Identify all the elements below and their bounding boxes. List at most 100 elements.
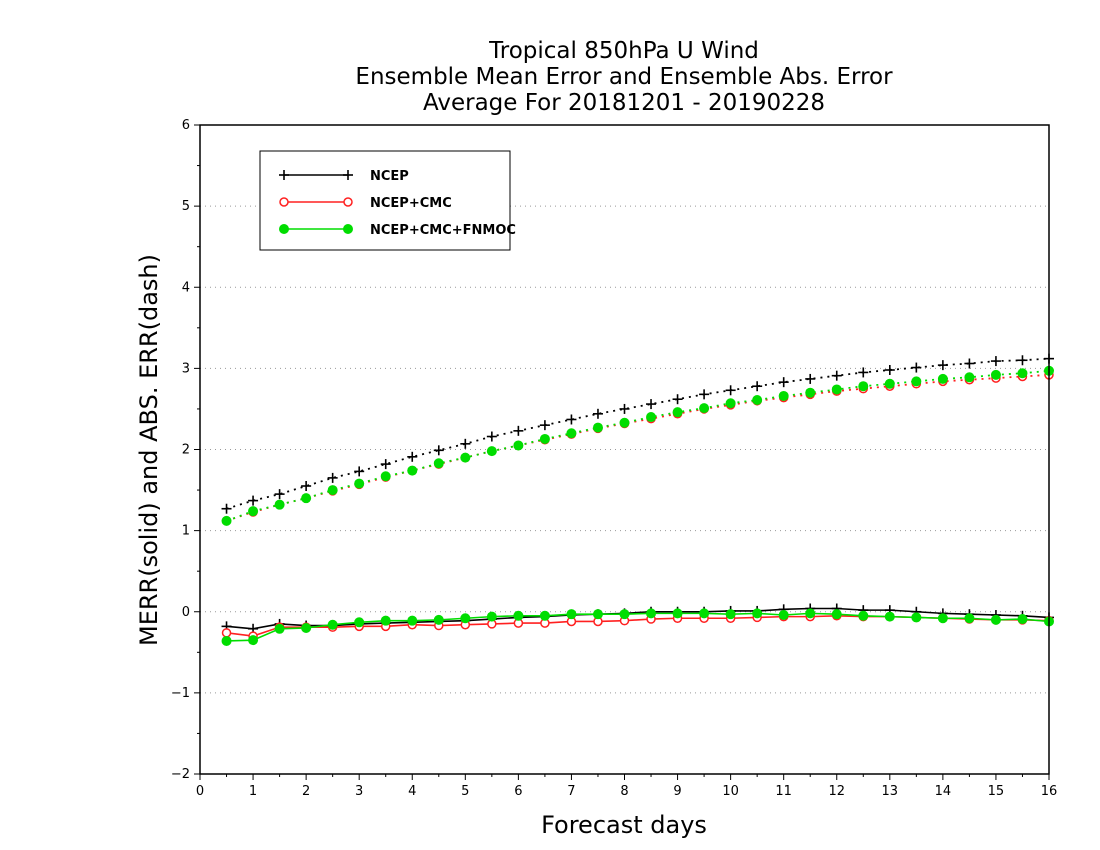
ncep-cmc-merr-series [221, 611, 1054, 641]
ncep-cmc-fnmoc-point [752, 608, 763, 619]
legend-ncep-cmc-fnmoc-point [343, 224, 353, 234]
ncep-point [778, 377, 789, 388]
ncep-point [327, 472, 338, 483]
ncep-cmc-fnmoc-point [619, 417, 630, 428]
ncep-cmc-fnmoc-point [646, 412, 657, 423]
ncep-cmc-fnmoc-point [539, 433, 550, 444]
ncep-cmc-fnmoc-point [592, 609, 603, 620]
x-axis-label: Forecast days [541, 811, 707, 839]
ncep-cmc-fnmoc-point [221, 635, 232, 646]
legend: NCEP NCEP+CMC NCEP+CMC+FNMOC [259, 150, 516, 251]
ncep-cmc-fnmoc-point [327, 619, 338, 630]
ncep-cmc-fnmoc-point [911, 376, 922, 387]
x-tick-label: 12 [828, 784, 845, 799]
ncep-cmc-fnmoc-point [327, 485, 338, 496]
ncep-cmc-fnmoc-point [486, 611, 497, 622]
ncep-cmc-fnmoc-point [248, 506, 259, 517]
x-tick-label: 5 [461, 784, 469, 799]
ncep-cmc-fnmoc-point [911, 612, 922, 623]
ncep-cmc-fnmoc-point [354, 617, 365, 628]
ncep-point [301, 481, 312, 492]
ncep-cmc-fnmoc-point [831, 609, 842, 620]
ncep-cmc-fnmoc-point [274, 623, 285, 634]
y-tick-label: 6 [182, 118, 190, 133]
y-tick-label: −1 [171, 686, 190, 701]
ncep-cmc-fnmoc-point [619, 609, 630, 620]
ncep-cmc-abs-err-series [221, 370, 1054, 526]
ncep-cmc-fnmoc-point [725, 609, 736, 620]
ncep-point [990, 356, 1001, 367]
ncep-point [407, 451, 418, 462]
ncep-cmc-fnmoc-point [460, 452, 471, 463]
ncep-point [752, 381, 763, 392]
ncep-cmc-fnmoc-point [460, 613, 471, 624]
ncep-cmc-fnmoc-point [566, 428, 577, 439]
y-tick-label: 5 [182, 199, 190, 214]
legend-ncep-cmc-point [279, 197, 289, 207]
ncep-point [937, 360, 948, 371]
x-tick-label: 16 [1041, 784, 1058, 799]
ncep-cmc-fnmoc-point [884, 611, 895, 622]
ncep-cmc-fnmoc-point [407, 615, 418, 626]
y-tick-label: 3 [182, 361, 190, 376]
ncep-cmc-fnmoc-point [646, 608, 657, 619]
ncep-merr-line [226, 607, 1050, 630]
ncep-cmc-fnmoc-point [274, 499, 285, 510]
x-tick-label: 9 [673, 784, 681, 799]
ncep-point [274, 489, 285, 500]
legend-label: NCEP [370, 169, 409, 184]
ncep-cmc-fnmoc-point [699, 608, 710, 619]
ncep-cmc-fnmoc-point [778, 390, 789, 401]
ncep-point [619, 403, 630, 414]
ncep-cmc-fnmoc-point [937, 613, 948, 624]
ncep-point [672, 394, 683, 405]
ncep-cmc-fnmoc-point [752, 395, 763, 406]
x-tick-label: 14 [935, 784, 952, 799]
ncep-abs-err-series [221, 353, 1054, 514]
ncep-point [1017, 355, 1028, 366]
x-tick-label: 13 [882, 784, 899, 799]
ncep-point [539, 420, 550, 431]
y-tick-label: 0 [182, 605, 190, 620]
x-tick-label: 10 [722, 784, 739, 799]
ncep-point [486, 431, 497, 442]
ncep-cmc-fnmoc-point [486, 446, 497, 457]
ncep-point [221, 503, 232, 514]
legend-ncep-cmc-fnmoc-point [279, 224, 289, 234]
legend-box [259, 150, 511, 251]
ncep-point [831, 370, 842, 381]
legend-item-ncep: NCEP [279, 169, 409, 184]
ncep-point [699, 389, 710, 400]
ncep-point [592, 408, 603, 419]
ncep-point [911, 362, 922, 373]
ncep-cmc-fnmoc-point [937, 373, 948, 384]
ncep-point [354, 466, 365, 477]
y-axis: −2 −1 0 1 2 3 4 5 6 [171, 118, 200, 782]
ncep-point [566, 414, 577, 425]
legend-ncep-point [343, 170, 353, 180]
ncep-cmc-fnmoc-point [513, 610, 524, 621]
ncep-point [433, 445, 444, 456]
legend-label: NCEP+CMC+FNMOC [370, 223, 516, 238]
ncep-cmc-fnmoc-point [672, 608, 683, 619]
ncep-cmc-fnmoc-point [248, 635, 259, 646]
ncep-cmc-fnmoc-abs-err-series [221, 365, 1054, 526]
ncep-cmc-fnmoc-point [592, 422, 603, 433]
ncep-cmc-fnmoc-merr-series [221, 608, 1054, 646]
y-tick-label: 2 [182, 443, 190, 458]
x-tick-label: 6 [514, 784, 522, 799]
series-layer [221, 353, 1054, 646]
x-tick-label: 4 [408, 784, 416, 799]
y-axis-label: MERR(solid) and ABS. ERR(dash) [135, 254, 163, 646]
ncep-cmc-fnmoc-point [433, 614, 444, 625]
ncep-point [964, 358, 975, 369]
x-tick-label: 15 [988, 784, 1005, 799]
ncep-cmc-fnmoc-point [858, 381, 869, 392]
y-tick-label: 1 [182, 524, 190, 539]
ncep-cmc-fnmoc-point [513, 440, 524, 451]
ncep-cmc-fnmoc-point [221, 515, 232, 526]
ncep-cmc-fnmoc-point [1017, 368, 1028, 379]
ncep-cmc-merr-line [226, 615, 1050, 637]
legend-item-ncep-cmc: NCEP+CMC [279, 196, 452, 211]
